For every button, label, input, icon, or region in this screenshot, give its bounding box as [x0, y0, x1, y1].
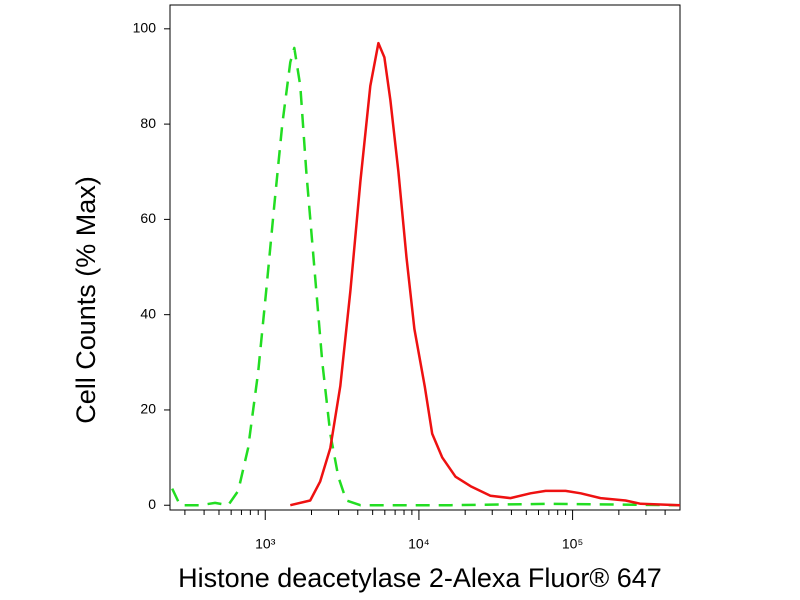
- y-tick-label: 0: [148, 496, 156, 512]
- x-tick-label: 10⁴: [408, 536, 430, 552]
- y-tick-label: 20: [140, 401, 156, 417]
- x-tick-label: 10³: [255, 536, 276, 552]
- y-axis-title: Cell Counts (% Max): [71, 176, 101, 424]
- y-tick-label: 40: [140, 305, 156, 321]
- x-tick-label: 10⁵: [562, 536, 583, 552]
- plot-frame: [169, 4, 681, 511]
- x-axis-title: Histone deacetylase 2-Alexa Fluor® 647: [178, 563, 662, 593]
- series-line: [171, 46, 681, 507]
- y-tick-label: 60: [140, 210, 156, 226]
- y-tick-label: 80: [140, 115, 156, 131]
- series-line: [290, 41, 681, 507]
- y-tick-label: 100: [133, 20, 157, 36]
